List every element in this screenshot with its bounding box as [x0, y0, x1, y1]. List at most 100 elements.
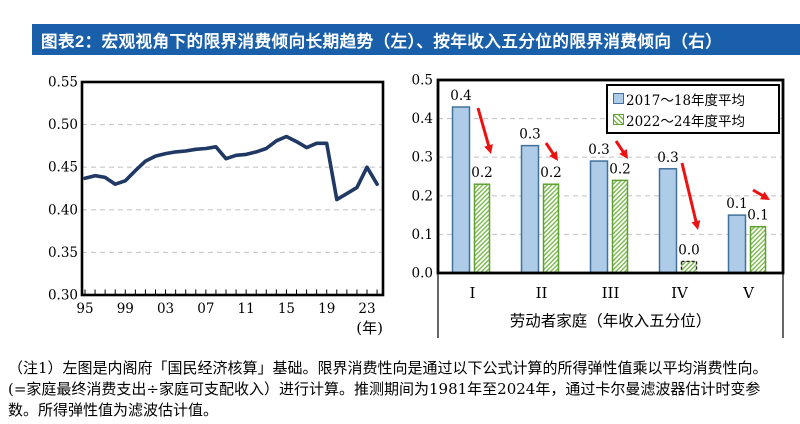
hatch-line	[474, 231, 490, 248]
legend-swatch-blue	[613, 93, 624, 104]
hatch-line	[474, 200, 490, 217]
hatch-line	[543, 218, 559, 235]
bar-2022-24-bg	[474, 184, 490, 273]
legend-label-2017-18: 2017～18年度平均	[626, 92, 746, 109]
hatch-line	[474, 236, 490, 253]
hatch-line	[612, 254, 628, 271]
hatch-line	[750, 242, 766, 259]
hatch-line	[474, 222, 490, 239]
hatch-line	[681, 260, 691, 271]
hatch-line	[474, 191, 490, 208]
x-axis-tick-label: 23	[358, 301, 375, 317]
hatch-line	[474, 245, 490, 262]
hatch-line	[612, 223, 628, 240]
bar-2022-24-bg	[543, 184, 559, 273]
y-axis-tick-label: 0.3	[412, 150, 433, 166]
footnote-line-2: (=家庭最终消费支出÷家庭可支配收入）进行计算。推测期间为1981年至2024年…	[8, 380, 761, 398]
bar-2017-18	[727, 214, 747, 274]
decline-arrow-head	[691, 220, 701, 230]
hatch-line	[612, 214, 628, 231]
y-axis-tick-label: 0.0	[412, 266, 433, 282]
x-axis-tick-label: 19	[318, 301, 335, 317]
hatch-line	[750, 226, 765, 241]
hatch-line	[543, 245, 559, 262]
hatch-line	[543, 231, 559, 248]
y-axis-tick-label: 0.50	[48, 117, 78, 133]
hatch-line	[612, 250, 628, 267]
hatch-line	[543, 204, 559, 221]
decline-arrow-shaft	[614, 140, 626, 155]
x-axis-tick-label: 95	[76, 301, 93, 317]
hatch-line	[750, 256, 766, 273]
bar-value-label: 0.3	[657, 150, 678, 166]
hatch-line	[612, 200, 628, 217]
decline-arrow-shaft	[680, 162, 698, 224]
hatch-line	[753, 260, 766, 274]
decline-arrow-shaft	[476, 107, 491, 148]
category-label: III	[602, 284, 620, 302]
hatch-line	[612, 191, 628, 208]
bar-2017-18	[589, 160, 609, 274]
decline-arrow-head	[549, 151, 558, 161]
bar-value-label: 0.1	[747, 208, 768, 224]
footnote-line-1: （注1）左图是内阁府「国民经济核算」基础。限界消费性向是通过以下公式计算的所得弹…	[8, 359, 768, 377]
legend-item-2022-24: 2022～24年度平均	[613, 109, 773, 130]
x-axis-tick-label: 07	[197, 301, 214, 317]
hatch-line	[750, 238, 766, 255]
hatch-line	[750, 233, 766, 250]
hatch-line	[612, 196, 628, 213]
y-axis-tick-label: 0.40	[48, 202, 78, 218]
bar-value-label: 0.4	[450, 88, 471, 104]
hatch-line	[612, 182, 628, 199]
hatch-line	[474, 183, 489, 199]
decline-arrow-shaft	[544, 142, 556, 157]
bar-value-label: 0.1	[726, 196, 747, 212]
hatch-line	[750, 247, 766, 264]
hatch-line	[543, 213, 559, 230]
hatch-line	[543, 195, 559, 212]
hatch-line	[474, 183, 484, 194]
y-axis-tick-label: 0.35	[48, 245, 78, 261]
hatch-line	[479, 263, 490, 274]
footnote-line-3: 数。所得弹性值为滤波估计值。	[8, 401, 219, 419]
hatch-line	[474, 227, 490, 244]
bar-2017-18	[520, 144, 540, 274]
line-series-mpc	[83, 134, 379, 202]
hatch-line	[543, 236, 559, 253]
hatch-line	[474, 204, 490, 221]
x-axis-tick-label: 03	[157, 301, 174, 317]
hatch-line	[682, 260, 696, 274]
x-axis-tick-label: 11	[238, 301, 255, 317]
hatch-line	[544, 258, 559, 274]
hatch-line	[612, 187, 628, 204]
bar-2017-18	[451, 106, 471, 274]
hatch-line	[612, 179, 622, 190]
hatch-line	[543, 191, 559, 208]
hatch-line	[612, 218, 628, 235]
hatch-line	[687, 263, 697, 274]
y-axis-tick-label: 0.45	[48, 160, 78, 176]
category-label: V	[742, 284, 755, 302]
hatch-line	[474, 240, 490, 257]
hatch-line	[543, 222, 559, 239]
hatch-line	[543, 254, 559, 271]
hatch-line	[474, 209, 490, 226]
hatch-line	[612, 209, 628, 226]
x-axis-unit-label: (年)	[356, 319, 383, 337]
plot-border	[80, 80, 385, 297]
category-label: I	[470, 284, 476, 302]
decline-arrow-head	[760, 191, 770, 200]
hatch-line	[543, 183, 553, 194]
hatch-line	[612, 236, 628, 253]
bar-2017-18	[658, 168, 678, 274]
category-label: IV	[671, 284, 689, 302]
hatch-line	[750, 251, 766, 268]
decline-arrow-shaft	[752, 188, 765, 198]
hatch-line	[612, 227, 628, 244]
hatch-line	[474, 254, 490, 271]
hatch-line	[474, 195, 490, 212]
hatch-line	[612, 241, 628, 258]
hatch-line	[475, 258, 490, 274]
hatch-line	[548, 263, 559, 274]
